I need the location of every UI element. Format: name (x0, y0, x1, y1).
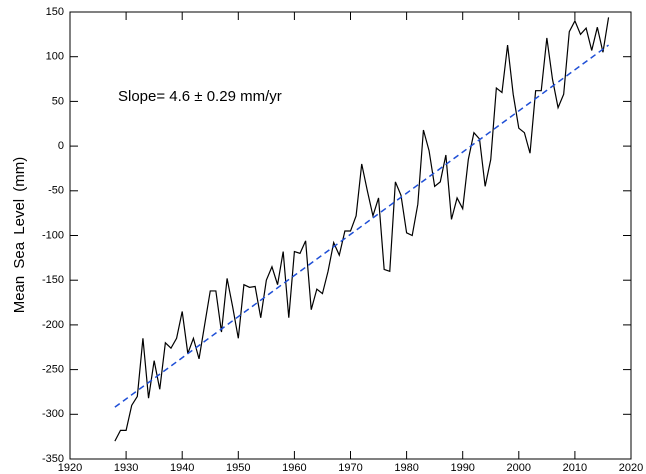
y-tick-label: 150 (46, 6, 64, 18)
sea-level-line (114, 17, 610, 442)
y-tick-label: -100 (42, 229, 64, 241)
x-tick-label: 2020 (619, 462, 643, 474)
x-tick-label: 1950 (226, 462, 250, 474)
y-tick-label: 100 (46, 51, 64, 63)
x-tick-label: 1970 (338, 462, 362, 474)
x-tick-label: 1960 (282, 462, 306, 474)
y-tick-label: -350 (42, 453, 64, 465)
y-tick-label: -200 (42, 319, 64, 331)
annotation: Slope= 4.6 ± 0.29 mm/yr (118, 88, 282, 105)
y-tick-label: -150 (42, 274, 64, 286)
x-tick-label: 1930 (114, 462, 138, 474)
trend-line (114, 44, 610, 408)
plot-frame (69, 11, 632, 460)
y-tick-label: -250 (42, 364, 64, 376)
x-tick-label: 2000 (507, 462, 531, 474)
y-tick-label: 50 (52, 95, 64, 107)
y-axis-title: Mean Sea Level (mm) (11, 157, 28, 314)
x-tick-label: 1990 (450, 462, 474, 474)
x-tick-label: 1920 (58, 462, 82, 474)
x-tick-label: 2010 (563, 462, 587, 474)
x-tick-label: 1940 (170, 462, 194, 474)
y-tick-label: 0 (58, 140, 64, 152)
y-tick-label: -300 (42, 408, 64, 420)
y-tick-label: -50 (48, 185, 64, 197)
x-tick-label: 1980 (394, 462, 418, 474)
